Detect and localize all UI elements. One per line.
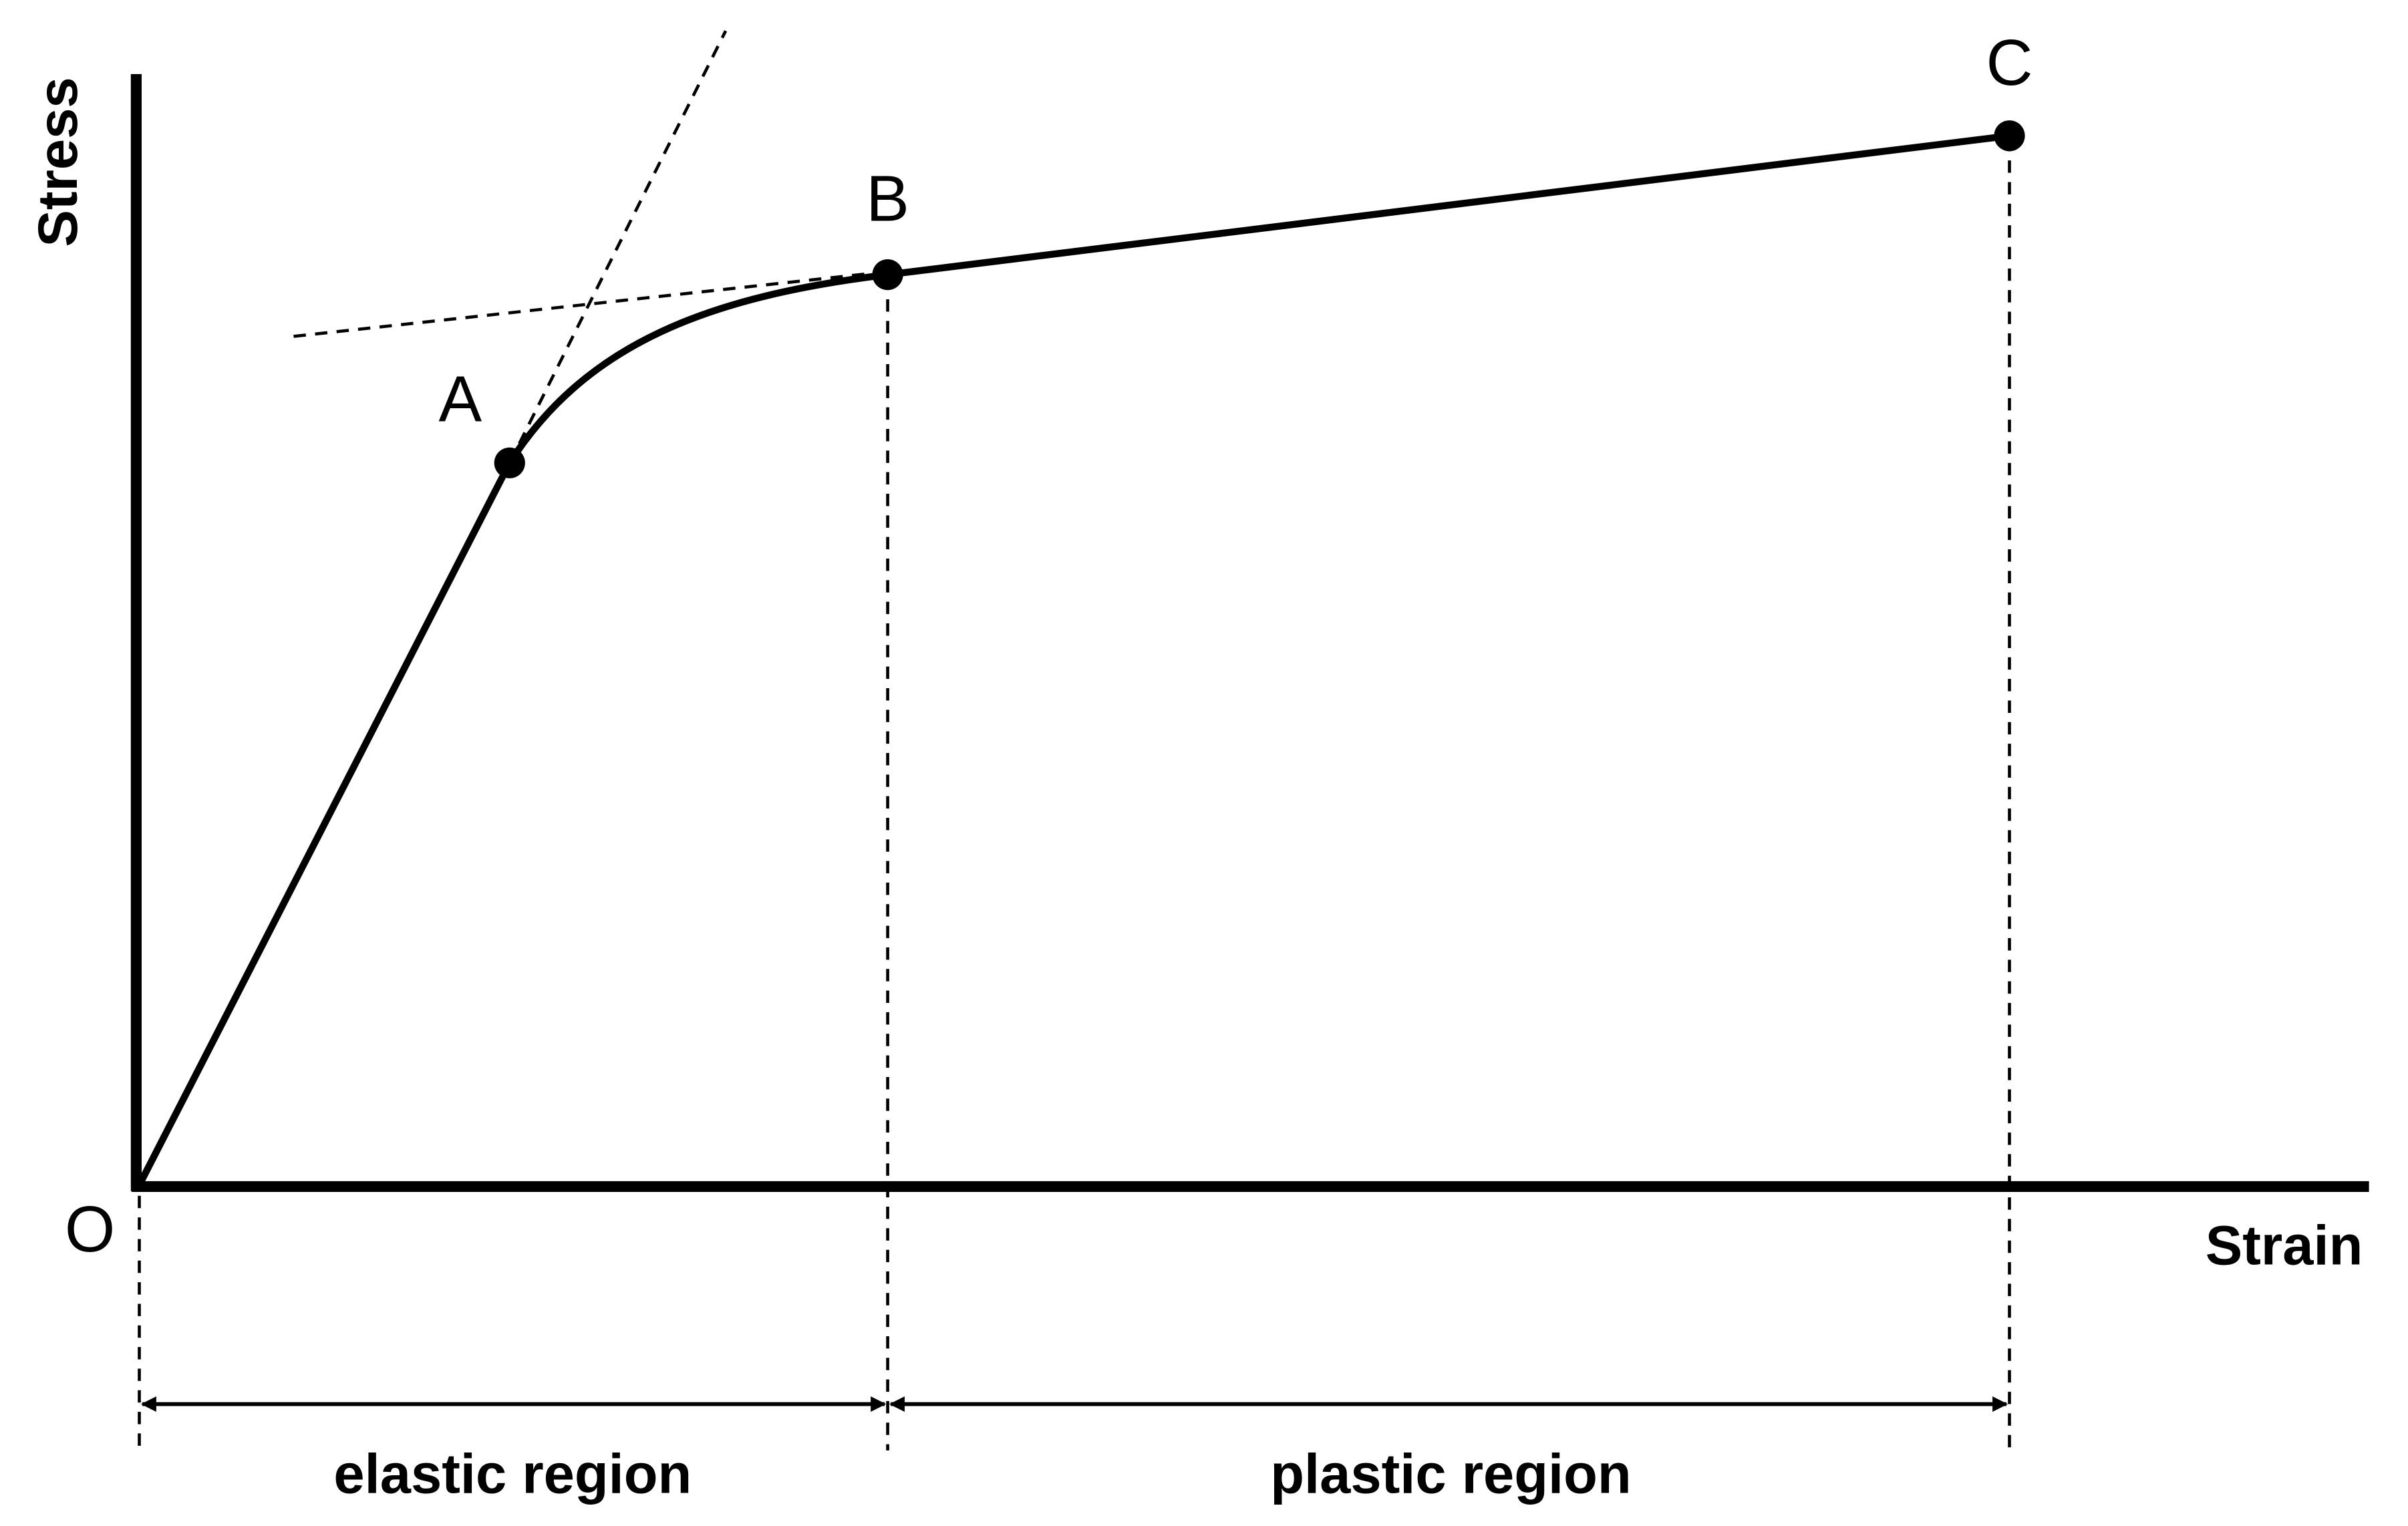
x-axis-label: Strain <box>2206 1215 2363 1277</box>
point-c <box>1994 120 2025 152</box>
stress-strain-curve <box>136 132 2010 1187</box>
point-b <box>872 259 903 291</box>
elastic-tangent <box>508 30 728 464</box>
plastic-tangent <box>293 270 888 338</box>
y-axis-label: Stress <box>27 77 89 247</box>
point-label: B <box>866 162 909 235</box>
region-label: elastic region <box>333 1442 692 1505</box>
point-label: C <box>1986 26 2033 99</box>
point-a <box>494 447 525 478</box>
point-label: O <box>65 1193 115 1265</box>
point-label: A <box>439 363 482 436</box>
region-label: plastic region <box>1270 1442 1631 1505</box>
